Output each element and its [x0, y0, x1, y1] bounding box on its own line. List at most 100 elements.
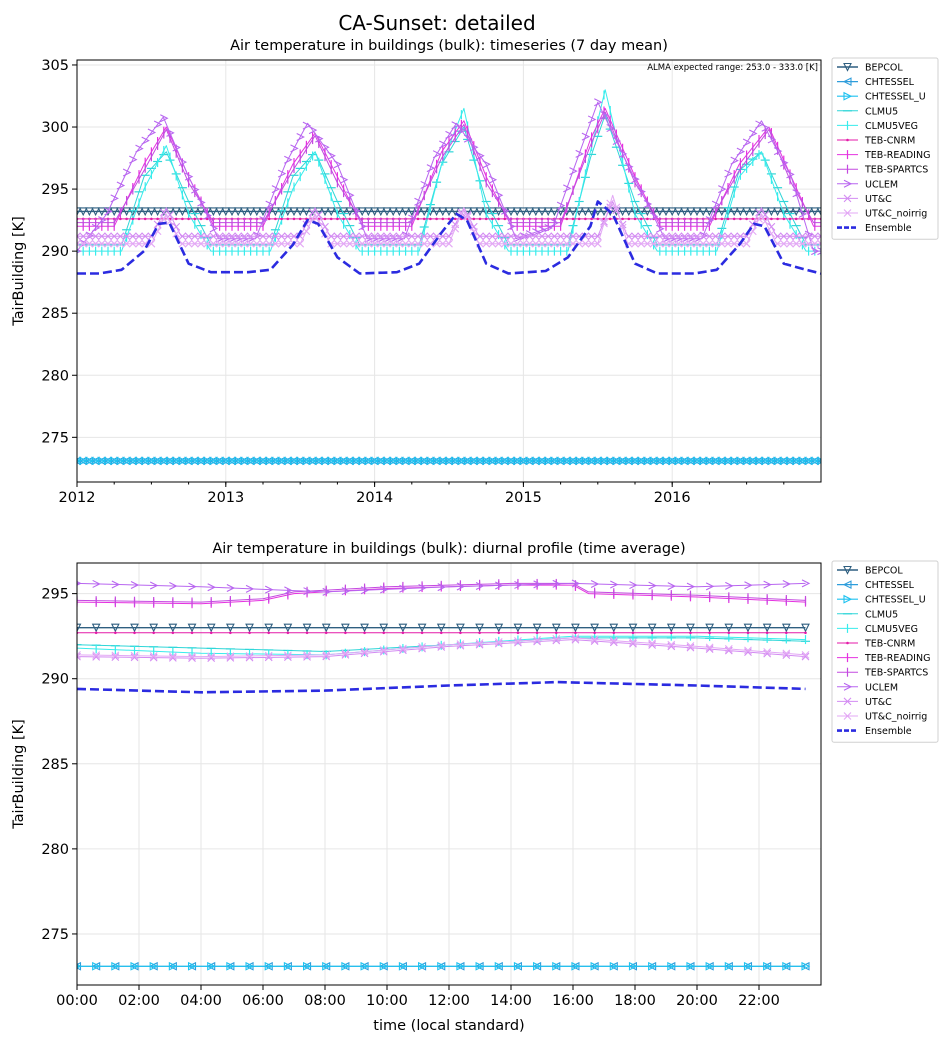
diurnal-xtick-label: 04:00	[180, 993, 222, 1009]
ts-series-utandc-marker	[637, 232, 646, 241]
ts-series-chtessel-u-marker	[457, 456, 467, 466]
ts-series-utandc-noirrig-marker	[469, 227, 478, 236]
ts-series-teb-cnrm-marker	[199, 217, 203, 221]
ts-series-chtessel-u-marker	[630, 456, 640, 466]
ts-series-bepcol-marker	[128, 207, 138, 217]
diurnal-series-chtessel-u-marker	[341, 961, 351, 971]
ts-series-utandc-marker	[693, 232, 701, 241]
diurnal-xtick-label: 20:00	[676, 993, 718, 1009]
diurnal-series-teb-cnrm-marker	[785, 631, 788, 635]
ts-series-uclem-marker	[724, 169, 733, 178]
ts-series-utandc-noirrig-marker	[420, 239, 429, 248]
diurnal-series-teb-cnrm-marker	[363, 631, 366, 635]
ts-series-bepcol-marker	[512, 207, 522, 217]
diurnal-series-uclem-marker	[801, 579, 811, 588]
ts-series-utandc-noirrig-marker	[271, 239, 280, 248]
ts-series-teb-cnrm-marker	[571, 217, 575, 221]
ts-series-utandc-marker	[383, 232, 391, 241]
ts-series-utandc-marker	[240, 232, 249, 241]
diurnal-legend-teb-reading-label: TEB-READING	[864, 653, 930, 664]
diurnal-legend: BEPCOL CHTESSEL CHTESSEL_U CLMU5 CLMU5VEG TEB…	[831, 560, 939, 743]
diurnal-series-uclem-marker	[130, 581, 140, 589]
ts-series-utandc-noirrig-marker	[581, 239, 590, 248]
diurnal-series-chtessel-u-marker	[130, 961, 140, 971]
ts-series-utandc-marker	[104, 232, 112, 241]
diurnal-series-bepcol-marker	[168, 623, 178, 633]
ts-series-bepcol-marker	[388, 207, 398, 217]
ts-series-uclem-marker	[166, 128, 175, 137]
diurnal-xtick-label: 18:00	[614, 993, 656, 1009]
diurnal-series-teb-cnrm-marker	[535, 631, 539, 635]
ts-legend-teb-spartcs: TEB-SPARTCS	[837, 164, 928, 176]
ts-series-uclem-marker	[445, 130, 454, 139]
ts-series-chtessel-u-marker	[165, 456, 175, 466]
diurnal-series-utandc-noirrig-marker	[303, 651, 311, 660]
ts-legend-clmu5veg-label: CLMU5VEG	[865, 121, 918, 132]
ts-legend-teb-cnrm-marker	[846, 138, 849, 142]
ts-series-chtessel-u-marker	[804, 456, 814, 466]
ts-legend-teb-reading: TEB-READING	[837, 150, 930, 161]
diurnal-series-teb-cnrm-marker	[765, 631, 769, 635]
diurnal-series-chtessel-u-marker	[418, 961, 427, 971]
ts-series-bepcol-marker	[190, 207, 200, 217]
ts-series-chtessel-u-marker	[426, 456, 436, 466]
ts-series-teb-cnrm-marker	[174, 217, 178, 221]
ts-series-uclem-marker	[408, 214, 417, 223]
diurnal-series-teb-cnrm-marker	[401, 631, 405, 635]
ts-series-uclem-marker	[172, 143, 181, 152]
diurnal-series-utandc-noirrig-marker	[744, 646, 752, 655]
ts-series-utandc-noirrig-marker	[767, 229, 776, 238]
ts-series-utandc-noirrig-marker	[593, 239, 602, 248]
ts-series-bepcol-marker	[382, 207, 392, 217]
ts-series-teb-cnrm-marker	[416, 217, 420, 221]
ts-series-utandc-marker	[476, 232, 484, 241]
ts-series-chtessel-u-marker	[637, 456, 646, 466]
diurnal-series-utandc-marker	[207, 654, 216, 663]
diurnal-chart: Air temperature in buildings (bulk): diu…	[11, 541, 939, 1034]
ts-series-utandc-noirrig-marker	[643, 239, 652, 248]
diurnal-legend-ensemble-label: Ensemble	[865, 726, 912, 737]
ts-legend-uclem-marker	[843, 179, 853, 188]
ts-series-uclem-marker	[110, 194, 119, 203]
diurnal-legend-chtessel-u: CHTESSEL_U	[837, 595, 926, 606]
diurnal-series-bepcol-marker	[781, 623, 791, 633]
ts-legend-teb-reading-label: TEB-READING	[864, 150, 930, 161]
timeseries-chart: Air temperature in buildings (bulk): tim…	[11, 38, 939, 506]
ts-xtick-label: 2014	[356, 490, 393, 506]
ts-series-uclem-marker	[711, 200, 721, 209]
diurnal-legend-chtessel-label: CHTESSEL	[865, 580, 915, 591]
ts-series-utandc-marker	[705, 232, 714, 241]
diurnal-legend-ensemble: Ensemble	[837, 726, 912, 737]
ts-series-clmu5-line	[77, 114, 821, 246]
figure-suptitle: CA-Sunset: detailed	[338, 11, 535, 35]
ts-series-uclem-marker	[773, 147, 783, 156]
diurnal-series-bepcol-marker	[283, 623, 293, 633]
ts-series-bepcol-marker	[252, 207, 262, 217]
diurnal-series-uclem-marker	[341, 587, 351, 596]
ts-series-chtessel-u-marker	[389, 456, 398, 466]
ts-series-uclem-marker	[736, 147, 746, 156]
ts-series-chtessel-u-marker	[395, 456, 405, 466]
ts-ytick-label: 300	[41, 120, 69, 136]
ts-series-chtessel-u-marker	[730, 456, 739, 466]
diurnal-series-uclem-marker	[514, 580, 523, 589]
ts-series-utandc-marker	[587, 232, 596, 241]
ts-series-bepcol-marker	[339, 207, 348, 217]
diurnal-series-teb-cnrm-marker	[344, 631, 347, 635]
ts-series-utandc-marker	[401, 232, 410, 241]
ts-series-chtessel-u-marker	[227, 456, 237, 466]
ts-series-uclem-marker	[637, 187, 646, 196]
ts-series-chtessel-u-marker	[320, 456, 330, 466]
ts-axes-frame	[76, 59, 822, 483]
ts-series-utandc-noirrig-marker	[655, 239, 664, 248]
diurnal-series-uclem-marker	[475, 581, 485, 590]
ts-series-teb-cnrm-marker	[720, 217, 724, 221]
ts-series-utandc-noirrig-marker	[531, 239, 540, 248]
ts-series-teb-cnrm-marker	[422, 217, 426, 221]
diurnal-series-bepcol-marker	[187, 623, 197, 633]
ts-series-bepcol-marker	[661, 207, 671, 217]
diurnal-series-utandc-noirrig-marker	[130, 651, 139, 660]
ts-series-utandc-noirrig-marker	[482, 239, 491, 248]
ts-series-utandc-marker	[128, 232, 137, 241]
ts-series-bepcol-marker	[78, 207, 88, 217]
